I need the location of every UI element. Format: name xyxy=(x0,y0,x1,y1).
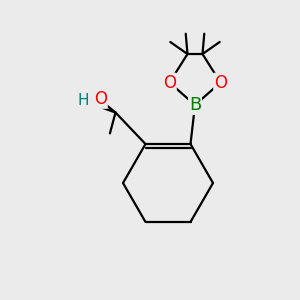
Text: H: H xyxy=(78,93,89,108)
Text: O: O xyxy=(214,74,227,92)
Text: B: B xyxy=(189,96,201,114)
Text: O: O xyxy=(94,90,107,108)
Text: O: O xyxy=(163,74,176,92)
